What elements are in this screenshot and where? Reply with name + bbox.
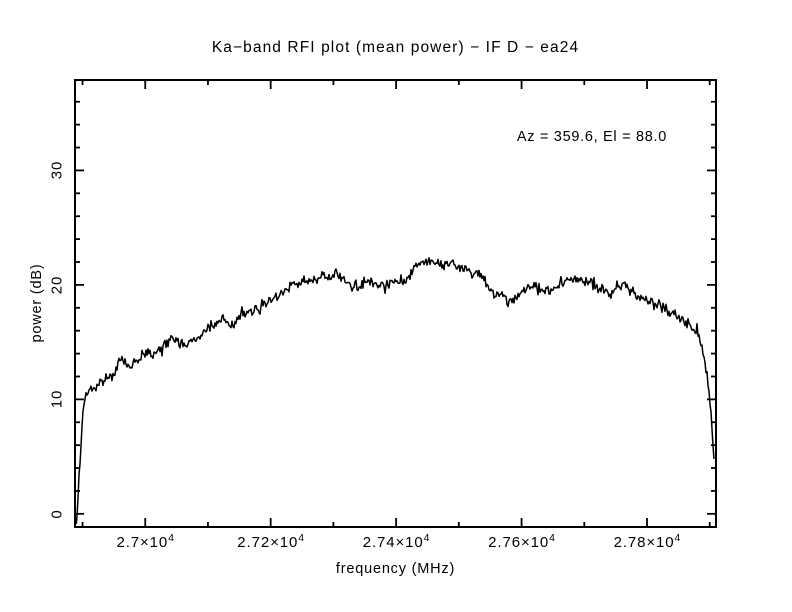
mean-power-curve xyxy=(75,257,715,525)
tick-marks xyxy=(75,80,716,527)
y-tick-label: 10 xyxy=(48,390,66,409)
plot-title: Ka−band RFI plot (mean power) − IF D − e… xyxy=(211,39,580,56)
x-tick-label: 2.72×104 xyxy=(237,532,305,551)
mean-power-trace xyxy=(75,257,715,525)
y-axis-title: power (dB) xyxy=(29,263,45,343)
x-tick-label: 2.78×104 xyxy=(613,532,681,551)
x-tick-label: 2.76×104 xyxy=(488,532,555,551)
y-tick-label: 0 xyxy=(48,509,66,519)
x-tick-label: 2.7×104 xyxy=(116,532,175,551)
x-axis-title: frequency (MHz) xyxy=(335,561,456,577)
pointing-annotation: Az = 359.6, El = 88.0 xyxy=(516,129,667,145)
y-tick-label: 30 xyxy=(48,161,66,180)
plot-frame xyxy=(74,79,717,528)
y-tick-label: 20 xyxy=(48,275,66,295)
x-tick-label: 2.74×104 xyxy=(362,532,430,551)
